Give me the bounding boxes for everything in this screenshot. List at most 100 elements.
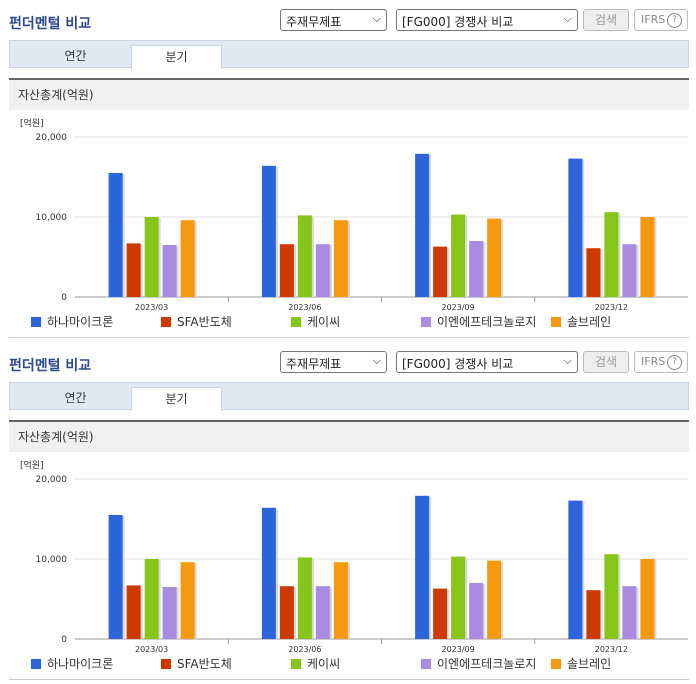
help-icon: ? (667, 13, 682, 28)
help-icon: ? (667, 355, 682, 370)
y-unit-label: [억원] (20, 459, 44, 471)
tab-quarterly[interactable]: 분기 (131, 387, 222, 411)
bar-1-2023-06[interactable] (261, 165, 276, 297)
chart-legend: 하나마이크론 SFA반도체 케이씨 이엔에프테크놀로지 솔브레인 (31, 656, 691, 672)
legend-item[interactable]: 솔브레인 (551, 656, 611, 672)
legend-item[interactable]: 하나마이크론 (31, 314, 113, 330)
panel-title: 펀더멘털 비교 (9, 16, 92, 32)
legend-item[interactable]: 이엔에프테크놀로지 (421, 656, 536, 672)
search-button[interactable]: 검색 (583, 9, 629, 31)
bar-chart: [억원] 20,000 10,000 0 2023/03 2023/06 2023/09 20… (20, 117, 688, 312)
x-tick-label: 2023/06 (288, 645, 321, 654)
legend-item[interactable]: 하나마이크론 (31, 656, 113, 672)
bar-3-2023-12[interactable] (604, 554, 619, 639)
y-tick-label: 20,000 (36, 475, 68, 485)
period-tabs: 연간 분기 (9, 40, 689, 69)
bar-2-2023-12[interactable] (586, 590, 601, 639)
bar-4-2023-09[interactable] (469, 583, 484, 639)
peer-group-select[interactable]: [FG000] 경쟁사 비교 ⌵ (396, 351, 578, 373)
legend-label: 솔브레인 (567, 315, 612, 329)
peer-group-select[interactable]: [FG000] 경쟁사 비교 ⌵ (396, 9, 578, 31)
bar-1-2023-03[interactable] (108, 173, 123, 297)
bar-2-2023-12[interactable] (586, 248, 601, 297)
x-tick-label: 2023/09 (442, 303, 475, 312)
bar-5-2023-03[interactable] (180, 220, 195, 297)
tab-annual[interactable]: 연간 (64, 391, 87, 405)
bar-5-2023-06[interactable] (333, 220, 348, 297)
bar-2-2023-06[interactable] (279, 244, 294, 297)
bar-3-2023-03[interactable] (144, 217, 159, 297)
y-tick-label: 20,000 (36, 133, 68, 143)
bar-4-2023-06[interactable] (315, 586, 330, 639)
bar-3-2023-12[interactable] (604, 212, 619, 297)
bar-5-2023-06[interactable] (333, 562, 348, 639)
bar-1-2023-12[interactable] (568, 158, 583, 297)
legend-item[interactable]: 케이씨 (291, 656, 340, 672)
bar-4-2023-12[interactable] (622, 244, 637, 297)
search-button[interactable]: 검색 (583, 351, 629, 373)
chevron-down-icon: ⌵ (563, 354, 572, 367)
legend-swatch (291, 659, 301, 669)
tab-annual[interactable]: 연간 (64, 49, 87, 63)
legend-label: SFA반도체 (177, 315, 232, 329)
bar-4-2023-12[interactable] (622, 586, 637, 639)
statement-select[interactable]: 주재무제표 ⌵ (280, 9, 387, 31)
bar-4-2023-09[interactable] (469, 241, 484, 297)
chart-header: 자산총계(억원) (9, 78, 689, 110)
bar-1-2023-12[interactable] (568, 500, 583, 639)
legend-item[interactable]: 케이씨 (291, 314, 340, 330)
legend-label: 이엔에프테크놀로지 (437, 657, 537, 671)
ifrs-label: IFRS (641, 13, 666, 26)
bar-4-2023-03[interactable] (162, 245, 177, 297)
bar-2-2023-09[interactable] (433, 246, 448, 297)
x-tick-label: 2023/12 (595, 645, 628, 654)
legend-swatch (291, 317, 301, 327)
bar-2-2023-06[interactable] (279, 586, 294, 639)
statement-select-value: 주재무제표 (286, 357, 342, 371)
chart-header: 자산총계(억원) (9, 420, 689, 452)
bar-1-2023-09[interactable] (415, 495, 430, 639)
bar-3-2023-09[interactable] (451, 214, 466, 297)
legend-item[interactable]: 솔브레인 (551, 314, 611, 330)
bar-1-2023-09[interactable] (415, 153, 430, 297)
bar-3-2023-06[interactable] (297, 215, 312, 297)
fundamental-comparison-panel: 펀더멘털 비교 주재무제표 ⌵ [FG000] 경쟁사 비교 ⌵ 검색 IFRS… (0, 342, 696, 684)
statement-select[interactable]: 주재무제표 ⌵ (280, 351, 387, 373)
legend-label: 솔브레인 (567, 657, 612, 671)
bar-5-2023-12[interactable] (640, 217, 655, 297)
ifrs-help-button[interactable]: IFRS ? (634, 351, 688, 373)
legend-item[interactable]: 이엔에프테크놀로지 (421, 314, 536, 330)
x-tick-label: 2023/03 (135, 645, 168, 654)
ifrs-label: IFRS (641, 355, 666, 368)
y-tick-label: 0 (61, 293, 67, 303)
bar-2-2023-03[interactable] (126, 243, 141, 297)
bar-1-2023-06[interactable] (261, 507, 276, 639)
bar-4-2023-06[interactable] (315, 244, 330, 297)
x-tick-label: 2023/03 (135, 303, 168, 312)
peer-group-select-value: [FG000] 경쟁사 비교 (402, 357, 514, 371)
chart-area: 자산총계(억원) [억원] 20,000 10,000 0 2023/03 2023/06… (9, 420, 689, 680)
chart-legend: 하나마이크론 SFA반도체 케이씨 이엔에프테크놀로지 솔브레인 (31, 314, 691, 330)
bar-5-2023-12[interactable] (640, 559, 655, 639)
y-unit-label: [억원] (20, 117, 44, 129)
bar-5-2023-03[interactable] (180, 562, 195, 639)
bar-3-2023-09[interactable] (451, 556, 466, 639)
bar-5-2023-09[interactable] (487, 218, 502, 297)
legend-label: 하나마이크론 (47, 315, 114, 329)
statement-select-value: 주재무제표 (286, 15, 342, 29)
bar-3-2023-06[interactable] (297, 557, 312, 639)
bar-4-2023-03[interactable] (162, 587, 177, 639)
chevron-down-icon: ⌵ (372, 354, 381, 367)
tab-quarterly[interactable]: 분기 (131, 45, 222, 69)
bar-1-2023-03[interactable] (108, 515, 123, 639)
bar-3-2023-03[interactable] (144, 559, 159, 639)
legend-swatch (161, 317, 171, 327)
legend-swatch (161, 659, 171, 669)
bar-2-2023-03[interactable] (126, 585, 141, 639)
panel-title: 펀더멘털 비교 (9, 358, 92, 374)
legend-item[interactable]: SFA반도체 (161, 656, 232, 672)
bar-2-2023-09[interactable] (433, 588, 448, 639)
ifrs-help-button[interactable]: IFRS ? (634, 9, 688, 31)
legend-item[interactable]: SFA반도체 (161, 314, 232, 330)
bar-5-2023-09[interactable] (487, 560, 502, 639)
